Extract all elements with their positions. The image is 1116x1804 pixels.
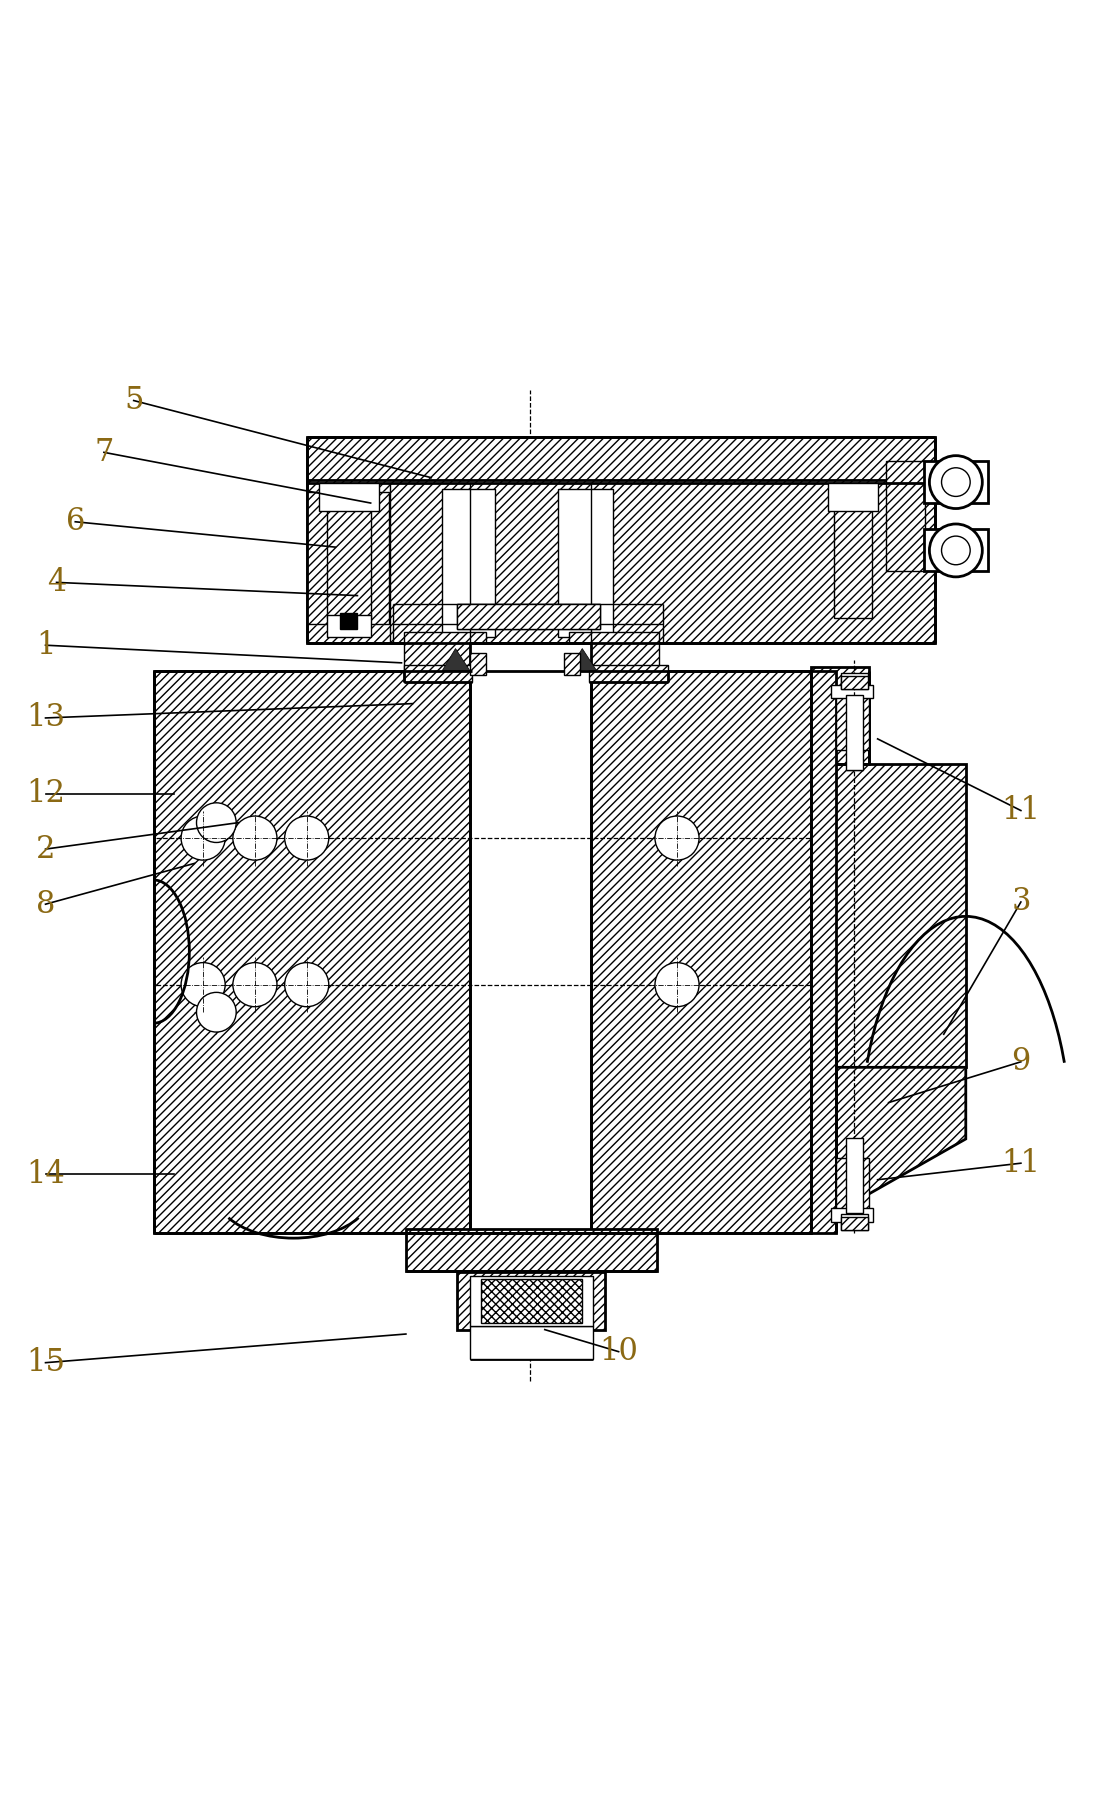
Bar — [589, 666, 668, 682]
Bar — [836, 1158, 868, 1212]
Polygon shape — [569, 648, 597, 671]
Circle shape — [942, 536, 970, 565]
Bar — [404, 666, 472, 682]
Circle shape — [930, 456, 982, 509]
Text: 6: 6 — [66, 507, 85, 538]
Bar — [456, 1272, 605, 1330]
Bar — [307, 492, 389, 624]
Circle shape — [942, 467, 970, 496]
Bar — [327, 615, 371, 637]
Bar — [456, 604, 600, 628]
Bar — [564, 653, 580, 675]
Bar — [319, 483, 379, 511]
Bar — [924, 462, 988, 503]
Bar — [456, 604, 600, 628]
Bar — [470, 671, 591, 1232]
Bar — [339, 613, 357, 628]
Text: 11: 11 — [1001, 1147, 1040, 1178]
Bar — [846, 695, 864, 770]
Bar — [406, 1229, 657, 1272]
Text: 7: 7 — [94, 437, 114, 467]
Bar — [841, 1218, 868, 1230]
Text: 2: 2 — [36, 833, 56, 864]
Text: 14: 14 — [26, 1158, 65, 1189]
Polygon shape — [811, 765, 965, 1068]
Bar — [841, 673, 868, 689]
Circle shape — [233, 963, 277, 1007]
Text: 11: 11 — [1001, 796, 1040, 826]
Bar — [836, 695, 868, 750]
Circle shape — [233, 815, 277, 861]
Bar — [841, 676, 868, 689]
Bar — [834, 507, 872, 617]
Bar — [811, 667, 868, 765]
Polygon shape — [442, 648, 470, 671]
Bar — [828, 483, 877, 511]
Bar — [307, 492, 389, 624]
Circle shape — [930, 523, 982, 577]
Bar — [886, 462, 925, 572]
Text: 13: 13 — [26, 702, 65, 734]
Bar — [404, 631, 487, 671]
Circle shape — [655, 815, 699, 861]
Text: 9: 9 — [1011, 1046, 1030, 1077]
Bar — [558, 489, 613, 637]
Bar — [831, 1209, 873, 1221]
Text: 3: 3 — [1011, 886, 1031, 918]
Bar — [591, 671, 811, 1232]
Bar — [470, 653, 487, 675]
Bar — [327, 507, 371, 617]
Bar — [841, 1214, 868, 1230]
Text: 4: 4 — [47, 566, 66, 597]
Circle shape — [285, 815, 329, 861]
Circle shape — [196, 803, 237, 842]
Text: 1: 1 — [36, 630, 56, 660]
Text: 8: 8 — [36, 889, 55, 920]
Bar — [811, 671, 836, 1232]
Circle shape — [285, 963, 329, 1007]
Bar — [569, 631, 660, 671]
Bar — [470, 642, 591, 1272]
Polygon shape — [836, 1068, 965, 1212]
Text: 12: 12 — [26, 779, 65, 810]
Text: 5: 5 — [124, 384, 144, 417]
Circle shape — [181, 963, 225, 1007]
Text: 10: 10 — [599, 1337, 638, 1367]
Circle shape — [655, 963, 699, 1007]
Bar — [481, 1279, 583, 1322]
Bar — [442, 489, 496, 637]
Bar — [831, 686, 873, 698]
Bar — [307, 437, 935, 483]
Circle shape — [181, 815, 225, 861]
Bar — [307, 480, 935, 642]
Bar — [470, 1326, 594, 1360]
Bar — [470, 1275, 594, 1326]
Bar — [470, 671, 591, 1232]
Text: 15: 15 — [26, 1348, 65, 1378]
Bar — [846, 1138, 864, 1212]
Bar — [924, 530, 988, 572]
Circle shape — [196, 992, 237, 1032]
Bar — [154, 671, 473, 1232]
